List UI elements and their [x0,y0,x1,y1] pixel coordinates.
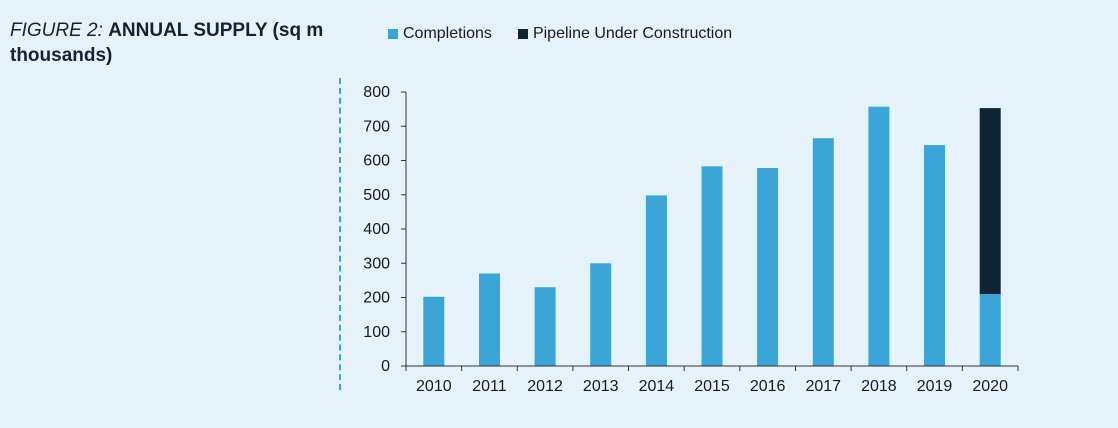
bar-completions-2017 [812,138,834,366]
y-tick-label-700: 700 [363,118,390,135]
x-tick-label-2019: 2019 [917,378,953,395]
x-tick-label-2013: 2013 [583,378,619,395]
x-tick-label-2018: 2018 [861,378,897,395]
y-tick-label-800: 800 [363,84,390,101]
bar-completions-2019 [924,145,945,366]
x-tick-label-2014: 2014 [639,378,675,395]
y-tick-label-100: 100 [363,324,390,341]
bar-completions-2018 [868,106,890,366]
x-tick-label-2017: 2017 [805,378,841,395]
bar-completions-2016 [757,168,779,366]
legend-swatch-pipeline [517,29,528,39]
bar-completions-2010 [423,296,445,366]
bar-completions-2011 [479,273,500,366]
legend-item-completions: Completions [388,25,492,43]
bar-completions-2012 [534,287,556,366]
legend-swatch-completions [388,29,398,39]
figure-label: FIGURE 2: [10,20,103,41]
x-tick-label-2016: 2016 [750,378,786,395]
y-tick-label-200: 200 [363,290,390,307]
figure-name: ANNUAL SUPPLY (sq m thousands) [10,20,324,66]
legend-item-pipeline: Pipeline Under Construction [517,25,733,43]
x-tick-label-2011: 2011 [472,378,507,395]
y-tick-label-300: 300 [363,255,390,272]
x-tick-label-2020: 2020 [972,378,1008,395]
bar-completions-2015 [701,166,723,366]
y-tick-label-400: 400 [363,221,390,238]
legend-label-completions: Completions [403,25,492,42]
x-tick-label-2012: 2012 [527,378,563,395]
bar-completions-2014 [645,195,667,366]
y-tick-label-500: 500 [363,187,390,204]
y-tick-label-600: 600 [363,153,390,170]
y-tick-label-0: 0 [381,358,390,375]
bar-completions-2020 [979,294,1001,366]
bar-pipeline-2020 [979,108,1001,295]
bar-completions-2013 [590,263,612,367]
chart-legend: Completions Pipeline Under Construction [388,24,758,44]
x-tick-label-2015: 2015 [694,378,730,395]
legend-label-pipeline: Pipeline Under Construction [532,25,733,42]
divider-line [339,78,341,390]
figure-title: FIGURE 2: ANNUAL SUPPLY (sq m thousands) [10,18,350,68]
x-tick-label-2010: 2010 [416,378,452,395]
